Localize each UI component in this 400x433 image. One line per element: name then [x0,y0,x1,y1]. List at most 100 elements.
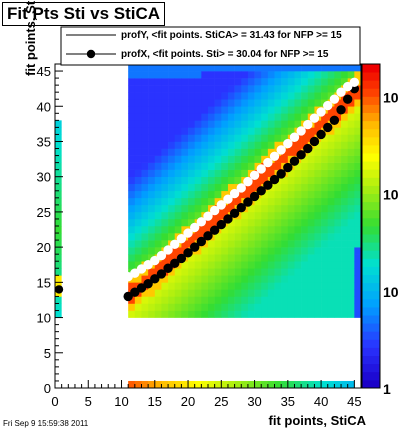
heatmap-cell [354,183,362,192]
heatmap-cell [341,310,348,318]
profY-point [203,211,213,221]
heatmap-cell [307,148,315,156]
profY-point [329,94,340,104]
colorbar-step [362,315,380,324]
heatmap-cell [287,275,295,283]
heatmap-cell [221,92,229,100]
heatmap-cell [208,275,215,283]
heatmap-cell [254,380,262,388]
colorbar-step [362,226,380,235]
heatmap-cell [354,303,362,311]
heatmap-cell [287,303,295,311]
heatmap-cell [294,183,302,192]
heatmap-cell [321,148,329,156]
heatmap-cell [321,226,329,234]
heatmap-cell [174,218,182,227]
heatmap-cell [161,183,169,192]
heatmap-cell [55,155,62,163]
heatmap-cell [134,183,142,192]
heatmap-cell [247,85,255,93]
heatmap-cell [241,78,249,86]
heatmap-cell [148,296,156,304]
heatmap-cell [247,226,255,234]
heatmap-cell [128,233,136,241]
heatmap-cell [154,289,162,297]
heatmap-cell [201,141,209,149]
heatmap-cell [154,380,162,388]
heatmap-cell [227,240,235,248]
heatmap-cell [134,380,142,388]
profY-point [323,100,333,111]
heatmap-cell [334,183,342,192]
heatmap-cell [274,141,282,149]
heatmap-cell [294,169,302,177]
heatmap-cell [55,127,62,135]
heatmap-cell [221,296,229,304]
heatmap-cell [307,190,315,199]
heatmap-cell [227,64,235,72]
heatmap-cell [194,134,202,142]
heatmap-cell [314,148,322,156]
heatmap-cell [134,71,142,79]
heatmap-cell [274,211,282,220]
colorbar-tick-label: 1 [383,381,391,397]
heatmap-cell [141,240,149,248]
heatmap-cell [134,211,142,220]
heatmap-cell [241,275,249,283]
heatmap-cell [234,218,242,227]
heatmap-cell [154,78,162,86]
heatmap-cell [134,85,142,93]
heatmap-cell [347,204,355,213]
profY-point [229,188,240,199]
heatmap-cell [161,282,169,290]
heatmap-cell [334,71,342,79]
heatmap-cell [221,134,229,142]
heatmap-cell [334,134,342,142]
heatmap-cell [214,261,222,269]
heatmap-cell [274,303,282,311]
heatmap-cell [148,233,156,241]
y-tick-label: 20 [37,240,51,255]
heatmap-cell [314,310,322,318]
colorbar-step [362,209,380,219]
heatmap-cell [194,141,202,149]
heatmap-cell [314,85,322,93]
heatmap-cell [341,303,348,311]
heatmap-cell [168,380,176,388]
heatmap-cell [181,303,189,311]
profX-point [183,248,193,258]
heatmap-cell [321,282,329,290]
heatmap-cell [307,71,315,79]
profX-point [223,214,233,224]
heatmap-cell [301,268,309,276]
heatmap-cell [281,127,289,135]
heatmap-cell [234,226,242,234]
heatmap-cell [227,183,235,192]
heatmap-cell [201,282,209,290]
heatmap-cell [281,190,289,199]
heatmap-cell [267,78,275,86]
heatmap-cell [281,64,289,72]
heatmap-cell [254,275,262,283]
heatmap-cell [181,211,189,220]
heatmap-cell [254,204,262,213]
heatmap-cell [168,303,176,311]
heatmap-cell [148,106,156,114]
heatmap-cell [321,197,329,206]
heatmap-cell [214,233,222,241]
heatmap-cell [307,211,315,220]
heatmap-cell [168,226,176,234]
profY-point [276,145,286,155]
heatmap-cell [181,296,189,304]
heatmap-cell [261,226,269,234]
heatmap-cell [314,261,322,269]
heatmap-cell [208,78,215,86]
heatmap-cell [267,240,275,248]
heatmap-cell [168,289,176,297]
heatmap-cell [55,240,62,248]
heatmap-cell [301,247,309,255]
heatmap-cell [148,218,156,227]
heatmap-cell [354,226,362,234]
profX-point [336,105,346,115]
heatmap-cell [341,148,348,156]
